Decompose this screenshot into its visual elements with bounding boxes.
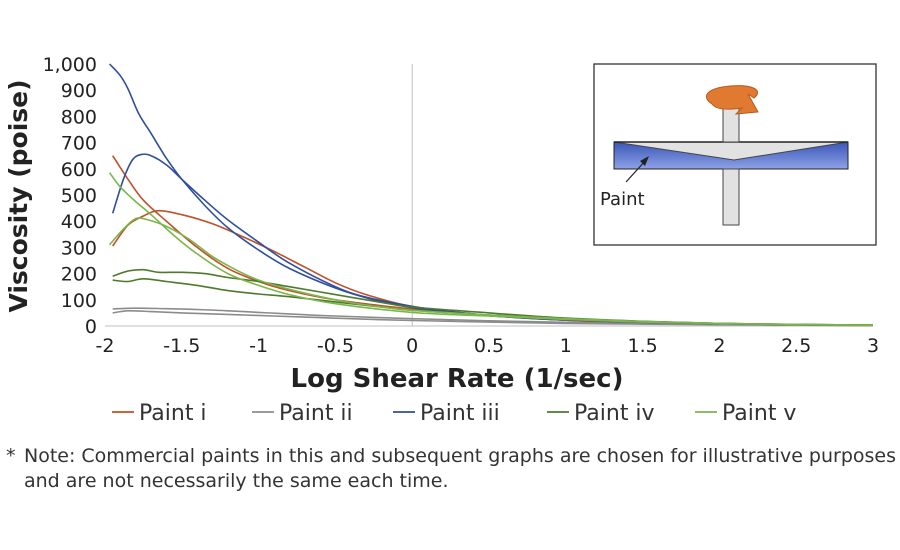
spindle-lower — [722, 168, 740, 226]
series-line-paint-iv-b — [112, 278, 874, 326]
footnote-marker: * — [6, 445, 16, 467]
y-tick-label: 100 — [61, 290, 97, 312]
y-tick-label: 600 — [61, 159, 97, 181]
legend-label-paint-v: Paint v — [722, 401, 796, 426]
y-tick-label: 500 — [61, 185, 97, 207]
x-tick-label: -1 — [249, 335, 268, 357]
x-tick-label: 1.5 — [627, 335, 657, 357]
rheometer-inset: Paint — [593, 63, 877, 246]
x-tick-label: -2 — [96, 335, 115, 357]
legend: Paint i Paint ii Paint iii Paint iv Paint v — [112, 401, 796, 426]
series-layer — [108, 63, 874, 327]
axes: 0 100 200 300 400 500 600 700 800 900 1,000 -2 -1.5 -… — [4, 54, 879, 394]
legend-label-paint-iv: Paint iv — [574, 401, 655, 426]
x-tick-label: 2 — [713, 335, 725, 357]
x-tick-label: 0.5 — [474, 335, 504, 357]
x-tick-label: 2.5 — [781, 335, 811, 357]
x-tick-label: -0.5 — [317, 335, 354, 357]
x-tick-label: -1.5 — [163, 335, 200, 357]
paint-pointer-arrowhead — [640, 156, 649, 166]
rotation-arrow-icon — [706, 85, 759, 115]
inset-paint-label: Paint — [600, 189, 645, 210]
y-tick-label: 300 — [61, 237, 97, 259]
legend-label-paint-ii: Paint ii — [279, 401, 353, 426]
y-tick-label: 900 — [61, 80, 97, 102]
x-tick-label: 0 — [406, 335, 418, 357]
footnote-text: Note: Commercial paints in this and subs… — [24, 445, 897, 492]
x-axis-title: Log Shear Rate (1/sec) — [291, 364, 624, 394]
y-tick-label: 700 — [61, 133, 97, 155]
y-tick-label: 400 — [61, 211, 97, 233]
y-tick-label: 800 — [61, 106, 97, 128]
series-line-paint-ii-b — [112, 309, 874, 327]
viscosity-chart: 0 100 200 300 400 500 600 700 800 900 1,000 -2 -1.5 -… — [4, 54, 879, 426]
legend-label-paint-i: Paint i — [139, 401, 207, 426]
x-tick-label: 3 — [867, 335, 879, 357]
y-tick-label: 1,000 — [43, 54, 97, 76]
y-tick-label: 200 — [61, 264, 97, 286]
y-axis-title: Viscosity (poise) — [4, 79, 33, 312]
footnote: * Note: Commercial paints in this and su… — [6, 444, 896, 494]
x-tick-label: 1 — [560, 335, 572, 357]
y-tick-label: 0 — [85, 316, 97, 338]
series-line-paint-v-b — [109, 217, 874, 326]
legend-label-paint-iii: Paint iii — [420, 401, 500, 426]
